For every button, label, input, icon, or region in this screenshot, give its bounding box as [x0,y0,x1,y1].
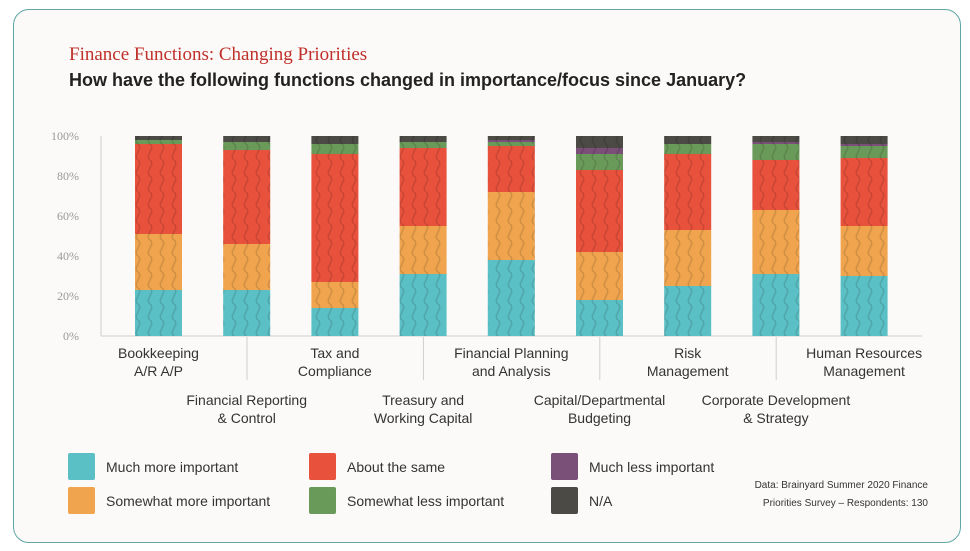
legend-swatch-same [309,453,336,480]
bar-segment-texture [752,274,800,336]
bar-segment-texture [487,142,535,146]
bar-segment-texture [664,286,712,336]
legend-swatch-somewhat-less [309,487,336,514]
bar-segment-texture [752,210,800,274]
bar-segment-texture [664,230,712,286]
y-tick-label: 80% [57,169,79,183]
bar-segment-texture [840,136,888,144]
bar-segment-texture [840,144,888,146]
bar-segment-texture [840,226,888,276]
bar-segment-texture [576,252,623,300]
bar-segment-texture [311,144,359,154]
legend-item-na: N/A [551,487,612,514]
legend-item-much-more-important: Much more important [68,453,238,480]
category-label: Financial Planning [454,345,568,361]
legend-swatch-much-more [68,453,95,480]
bar-segment-texture [840,158,888,226]
legend-item-much-less-important: Much less important [551,453,714,480]
source-note-line-2: Priorities Survey – Respondents: 130 [762,498,928,509]
bar-segment-texture [752,136,800,142]
bar-segment-texture [135,140,182,144]
bar-segment-texture [576,154,623,170]
bar-segment-texture [135,136,182,140]
bar-segment-texture [487,140,535,142]
legend-item-somewhat-less-important: Somewhat less important [309,487,504,514]
category-label: Management [823,363,905,379]
chart-subtitle: How have the following functions changed… [69,70,747,90]
bar-segment-texture [135,290,182,336]
bar-segment-texture [223,244,271,290]
legend-item-somewhat-more-important: Somewhat more important [68,487,270,514]
bar-segment-texture [664,154,712,230]
legend-label: N/A [589,492,613,509]
category-label: Human Resources [806,345,922,361]
source-note-line-1: Data: Brainyard Summer 2020 Finance [754,480,928,491]
bar-segment-texture [135,144,182,234]
bar-segment-texture [223,142,271,150]
legend-label: About the same [347,458,446,475]
bar-segment-texture [311,154,359,282]
bar-segment-texture [752,144,800,160]
bar-segment-texture [576,148,623,154]
y-tick-label: 60% [57,209,79,223]
category-label: & Control [218,410,276,426]
category-label: Financial Reporting [186,392,307,408]
category-label: Budgeting [568,410,631,426]
category-label: A/R A/P [134,363,183,379]
bar-segment-texture [311,308,359,336]
category-label: Compliance [298,363,372,379]
bar-segment-texture [487,146,535,192]
bar-segment-texture [311,282,359,308]
chart-title: Finance Functions: Changing Priorities [69,44,368,65]
legend-label: Somewhat less important [347,492,505,509]
category-label: & Strategy [743,410,808,426]
bar-segment-texture [487,136,535,140]
bar-segment-texture [840,276,888,336]
category-label: Management [647,363,729,379]
bar-segment-texture [576,136,623,148]
bar-segment-texture [752,142,800,144]
bar-segment-texture [399,148,447,226]
legend-swatch-na [551,487,578,514]
legend-swatch-somewhat-more [68,487,95,514]
legend-item-about-the-same: About the same [309,453,445,480]
category-label: Corporate Development [702,392,851,408]
y-tick-label: 100% [51,129,79,143]
category-label: Working Capital [374,410,473,426]
category-label: and Analysis [472,363,551,379]
category-label: Bookkeeping [118,345,199,361]
legend-swatch-much-less [551,453,578,480]
bar-segment-texture [135,234,182,290]
legend-label: Much less important [589,458,715,475]
y-tick-label: 20% [57,289,79,303]
category-label: Tax and [310,345,359,361]
y-tick-label: 40% [57,249,79,263]
legend-label: Somewhat more important [106,492,271,509]
bar-segment-texture [399,142,447,148]
bar-segment-texture [399,136,447,142]
bar-segment-texture [576,300,623,336]
y-tick-label: 0% [63,329,79,343]
bar-segment-texture [223,150,271,244]
bar-segment-texture [223,136,271,142]
bar-segment-texture [752,160,800,210]
bar-segment-texture [576,170,623,252]
bar-segment-texture [487,192,535,260]
category-label: Treasury and [382,392,464,408]
bar-segment-texture [399,226,447,274]
bar-segment-texture [840,146,888,158]
bar-segment-texture [399,274,447,336]
bar-segment-texture [311,136,359,144]
category-label: Risk [674,345,702,361]
category-label: Capital/Departmental [534,392,666,408]
bar-segment-texture [223,290,271,336]
bar-segment-texture [664,144,712,154]
bar-segment-texture [487,260,535,336]
legend-label: Much more important [106,458,239,475]
bar-segment-texture [664,136,712,144]
